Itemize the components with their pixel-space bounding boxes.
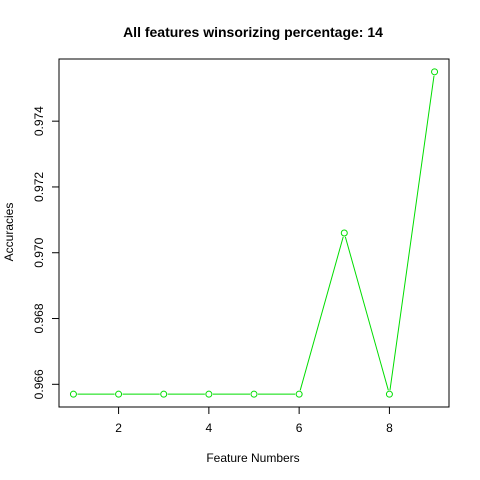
x-tick-label: 8 (386, 421, 393, 435)
y-tick-label: 0.972 (32, 172, 46, 202)
y-tick-label: 0.966 (32, 369, 46, 399)
data-point (205, 390, 213, 398)
series-line (77, 75, 435, 395)
x-tick-label: 2 (115, 421, 122, 435)
y-tick-label: 0.968 (32, 303, 46, 333)
y-tick-label: 0.974 (32, 106, 46, 136)
chart-title: All features winsorizing percentage: 14 (123, 24, 383, 40)
data-point (160, 390, 168, 398)
data-point (431, 68, 439, 76)
x-tick-label: 4 (206, 421, 213, 435)
data-point (69, 390, 77, 398)
y-tick-label: 0.970 (32, 237, 46, 267)
data-point (340, 229, 348, 237)
x-axis-label: Feature Numbers (206, 451, 299, 465)
data-point (385, 390, 393, 398)
plot-frame (58, 58, 450, 408)
data-point (115, 390, 123, 398)
x-tick-label: 6 (296, 421, 303, 435)
y-axis: 0.966 0.968 0.970 0.972 0.974 (32, 106, 59, 399)
x-axis: 2 4 6 8 (115, 407, 393, 435)
data-point (295, 390, 303, 398)
data-point (250, 390, 258, 398)
series-layer (69, 68, 439, 398)
y-axis-label: Accuracies (2, 203, 16, 262)
